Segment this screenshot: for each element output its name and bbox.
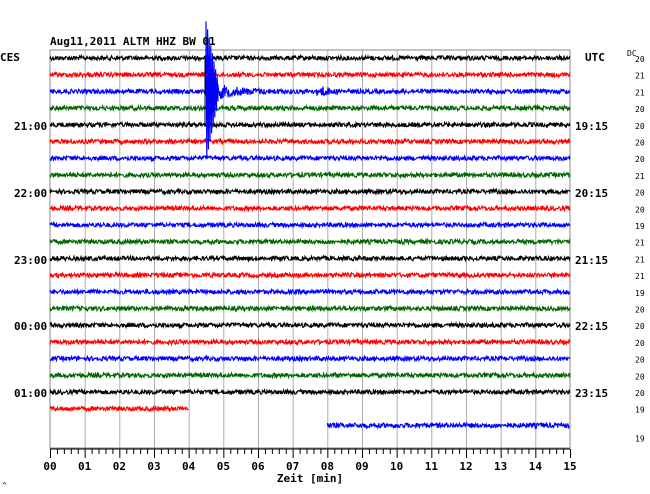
dc-value: 20 <box>635 372 645 381</box>
seismic-trace-row <box>49 337 571 347</box>
dc-value: 20 <box>635 356 645 365</box>
seismic-traces <box>49 21 571 430</box>
right-timezone-label: UTC <box>585 51 605 64</box>
dc-value: 20 <box>635 155 645 164</box>
x-tick-label: 06 <box>251 460 265 473</box>
x-tick-label: 12 <box>459 460 472 473</box>
right-time-label: 21:15 <box>575 254 608 267</box>
seismic-trace-row <box>49 103 571 113</box>
x-tick-label: 10 <box>390 460 403 473</box>
dc-value: 21 <box>635 88 645 97</box>
seismic-trace-row <box>49 321 571 330</box>
dc-value-column: 20 21 21 20 20 20 20 21 20 20 19 21 21 21 19 20 20 20 20 20… <box>635 55 645 444</box>
x-tick-label: 13 <box>494 460 507 473</box>
seismic-trace-row <box>49 370 571 380</box>
dc-value: 19 <box>635 289 645 298</box>
left-time-label: 21:00 <box>14 120 47 133</box>
left-time-label: 23:00 <box>14 254 47 267</box>
seismic-trace-row <box>49 354 571 363</box>
right-time-label: 23:15 <box>575 387 608 400</box>
seismic-trace-row <box>49 170 571 180</box>
dc-value: 21 <box>635 255 645 264</box>
left-time-label: 01:00 <box>14 387 47 400</box>
dc-value: 21 <box>635 272 645 281</box>
minute-grid <box>49 49 571 449</box>
seismic-trace-row <box>49 270 571 280</box>
seismic-trace-row <box>49 237 571 247</box>
dc-value: 20 <box>635 205 645 214</box>
dc-value: 19 <box>635 435 645 444</box>
dc-value: 21 <box>635 239 645 248</box>
right-time-label: 19:15 <box>575 120 608 133</box>
dc-header-label: DC <box>627 49 637 58</box>
footer-mark: ^ <box>2 481 7 490</box>
x-tick-label: 05 <box>217 460 230 473</box>
dc-value: 20 <box>635 189 645 198</box>
dc-value: 20 <box>635 306 645 315</box>
dc-value: 20 <box>635 339 645 348</box>
x-tick-label: 09 <box>355 460 368 473</box>
seismic-trace-row <box>49 387 571 397</box>
dc-value: 19 <box>635 406 645 415</box>
dc-value: 20 <box>635 139 645 148</box>
seismic-trace-row <box>49 53 571 63</box>
x-axis-label: Zeit [min] <box>277 472 343 485</box>
x-tick-label: 03 <box>147 460 160 473</box>
x-tick-label: 14 <box>529 460 543 473</box>
dc-value: 20 <box>635 122 645 131</box>
x-tick-label: 04 <box>182 460 196 473</box>
x-tick-label: 02 <box>113 460 126 473</box>
dc-value: 20 <box>635 389 645 398</box>
seismic-trace-row <box>49 203 571 213</box>
dc-value: 20 <box>635 55 645 64</box>
seismic-trace-row <box>326 420 571 430</box>
x-tick-label: 07 <box>286 460 299 473</box>
dc-value: 19 <box>635 222 645 231</box>
seismic-trace-row <box>49 304 571 313</box>
right-time-label: 20:15 <box>575 187 608 200</box>
x-tick-label: 08 <box>321 460 334 473</box>
seismic-trace-row <box>49 81 571 101</box>
seismic-trace-row <box>49 120 571 129</box>
seismic-trace-row <box>49 220 571 230</box>
seismic-trace-row <box>49 154 571 163</box>
earthquake-event-spike <box>205 21 219 158</box>
seismic-trace-row <box>49 70 571 79</box>
seismic-trace-row <box>49 137 571 146</box>
seismic-trace-row <box>49 287 571 297</box>
dc-value: 21 <box>635 172 645 181</box>
right-time-label: 22:15 <box>575 320 608 333</box>
dc-value: 20 <box>635 105 645 114</box>
left-time-label: 00:00 <box>14 320 47 333</box>
dc-value: 20 <box>635 322 645 331</box>
x-tick-label: 11 <box>425 460 439 473</box>
dc-value: 21 <box>635 72 645 81</box>
left-time-label: 22:00 <box>14 187 47 200</box>
x-tick-label: 15 <box>563 460 576 473</box>
plot-title: Aug11,2011 ALTM HHZ BW 01 <box>50 35 216 48</box>
seismic-trace-row <box>49 254 571 263</box>
left-timezone-label: CES <box>0 51 20 64</box>
seismic-trace-row <box>49 404 189 413</box>
seismic-trace-row <box>49 187 571 196</box>
time-axis: 00 01 02 03 04 05 06 07 08 09 10 11 12 13 14 15 <box>43 448 577 473</box>
x-tick-label: 01 <box>78 460 92 473</box>
x-tick-label: 00 <box>43 460 56 473</box>
